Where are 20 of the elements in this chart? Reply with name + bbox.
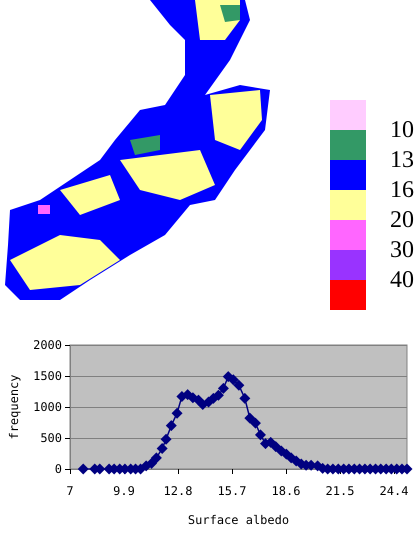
x-tick-label: 18.6 bbox=[272, 484, 300, 498]
x-tick-label: 21.5 bbox=[326, 484, 354, 498]
y-tick-label: 500 bbox=[40, 431, 62, 445]
x-tick-label: 15.7 bbox=[218, 484, 246, 498]
x-tick-label: 7 bbox=[66, 484, 74, 498]
y-tick-label: 1500 bbox=[33, 369, 62, 383]
text: 20 bbox=[390, 206, 414, 235]
text: 40 bbox=[390, 266, 414, 295]
text: 30 bbox=[390, 236, 414, 265]
y-tick-label: 0 bbox=[54, 462, 62, 476]
x-tick-label: 24.4 bbox=[380, 484, 408, 498]
x-axis-title: Surface albedo bbox=[188, 513, 290, 527]
text: 10 bbox=[390, 116, 414, 145]
x-tick-label: 12.8 bbox=[164, 484, 192, 498]
x-tick-label: 9.9 bbox=[113, 484, 135, 498]
y-tick-label: 1000 bbox=[33, 400, 62, 414]
text: 16 bbox=[390, 176, 414, 205]
y-axis-title: frequency bbox=[7, 374, 21, 440]
text: 13 bbox=[390, 146, 414, 175]
y-tick-label: 2000 bbox=[33, 338, 62, 352]
